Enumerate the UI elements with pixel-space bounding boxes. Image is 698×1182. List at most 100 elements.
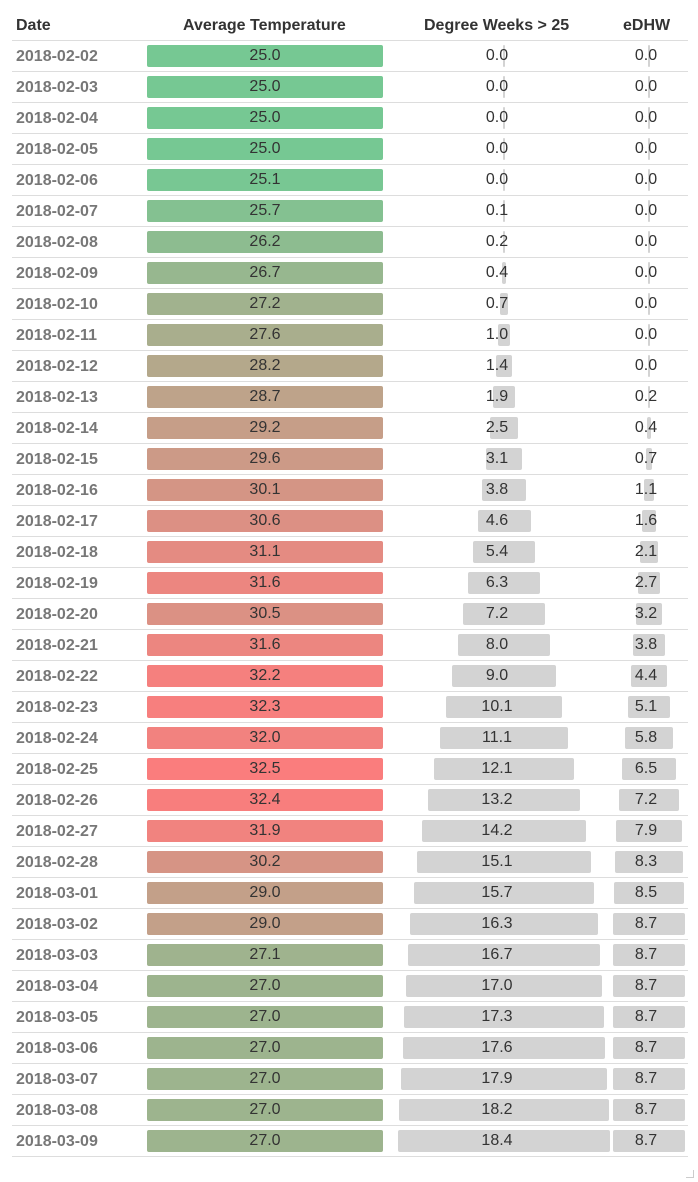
temperature-value: 25.0 [249,78,281,95]
temperature-value: 32.2 [249,667,281,684]
temperature-bar [147,479,383,501]
degree-weeks-value: 0.4 [485,264,509,281]
edhw-bar [630,665,668,687]
degree-weeks-bar [440,727,568,749]
date-cell: 2018-02-11 [16,327,97,344]
degree-weeks-bar [503,200,505,222]
table-row: 2018-02-22 32.2 9.0 4.4 [12,661,688,692]
date-cell: 2018-02-27 [16,823,98,840]
temperature-value: 31.6 [249,636,281,653]
temperature-bar [147,448,383,470]
edhw-value: 7.9 [634,822,658,839]
degree-weeks-value: 1.0 [485,326,509,343]
temperature-value: 31.6 [249,574,281,591]
degree-weeks-value: 14.2 [481,822,513,839]
degree-weeks-value: 17.9 [481,1070,513,1087]
degree-weeks-value: 10.1 [481,698,513,715]
date-cell: 2018-02-17 [16,513,98,530]
edhw-value: 0.0 [634,109,658,126]
temperature-bar [147,293,383,315]
temperature-bar [147,851,383,873]
edhw-value: 2.1 [634,543,658,560]
edhw-bar [648,45,650,67]
date-cell: 2018-02-22 [16,668,98,685]
edhw-bar [647,417,651,439]
degree-weeks-value: 8.0 [485,636,509,653]
temperature-bar [147,510,383,532]
temperature-value: 25.0 [249,47,281,64]
resize-handle-icon[interactable] [686,1170,694,1178]
table-row: 2018-02-17 30.6 4.6 1.6 [12,506,688,537]
edhw-bar [613,1130,685,1152]
temperature-value: 27.0 [249,1132,281,1149]
date-cell: 2018-02-14 [16,420,98,437]
edhw-bar [627,696,671,718]
table-row: 2018-03-02 29.0 16.3 8.7 [12,909,688,940]
degree-weeks-value: 17.6 [481,1039,513,1056]
table-row: 2018-02-11 27.6 1.0 0.0 [12,320,688,351]
date-cell: 2018-03-09 [16,1133,98,1150]
date-cell: 2018-02-10 [16,296,98,313]
temperature-bar [147,169,383,191]
temperature-bar [147,975,383,997]
temperature-value: 29.0 [249,884,281,901]
edhw-value: 8.7 [634,1008,658,1025]
edhw-value: 0.0 [634,233,658,250]
date-cell: 2018-02-24 [16,730,98,747]
edhw-bar [648,107,650,129]
edhw-value: 0.0 [634,264,658,281]
edhw-bar [613,1037,685,1059]
header-edhw: eDHW [623,17,671,34]
table-row: 2018-02-21 31.6 8.0 3.8 [12,630,688,661]
temperature-value: 31.9 [249,822,281,839]
temperature-bar [147,882,383,904]
edhw-value: 8.5 [634,884,658,901]
edhw-value: 0.7 [634,450,658,467]
date-cell: 2018-02-06 [16,172,98,189]
degree-weeks-bar [503,45,505,67]
date-cell: 2018-02-20 [16,606,98,623]
degree-weeks-value: 0.0 [485,47,509,64]
edhw-value: 0.0 [634,295,658,312]
table-row: 2018-02-20 30.5 7.2 3.2 [12,599,688,630]
edhw-bar [648,138,650,160]
edhw-bar [635,603,663,625]
degree-weeks-bar [462,603,546,625]
degree-weeks-value: 16.7 [481,946,513,963]
edhw-value: 8.3 [634,853,658,870]
temperature-bar [147,696,383,718]
temperature-bar [147,727,383,749]
table-row: 2018-02-18 31.1 5.4 2.1 [12,537,688,568]
degree-weeks-value: 0.0 [485,171,509,188]
date-cell: 2018-02-28 [16,854,98,871]
date-cell: 2018-02-15 [16,451,98,468]
date-cell: 2018-02-08 [16,234,98,251]
edhw-bar [625,727,673,749]
edhw-value: 1.6 [634,512,658,529]
edhw-bar [648,262,650,284]
temperature-value: 27.6 [249,326,281,343]
date-cell: 2018-02-05 [16,141,98,158]
edhw-bar [648,355,650,377]
date-cell: 2018-02-02 [16,48,98,65]
date-cell: 2018-03-04 [16,978,98,995]
degree-weeks-value: 0.0 [485,140,509,157]
degree-weeks-value: 0.0 [485,78,509,95]
date-cell: 2018-02-04 [16,110,98,127]
degree-weeks-bar [427,789,581,811]
degree-weeks-bar [493,386,515,408]
temperature-bar [147,944,383,966]
table-row: 2018-03-01 29.0 15.7 8.5 [12,878,688,909]
table-row: 2018-02-13 28.7 1.9 0.2 [12,382,688,413]
edhw-value: 8.7 [634,1039,658,1056]
date-cell: 2018-02-07 [16,203,98,220]
date-cell: 2018-03-08 [16,1102,98,1119]
degree-weeks-value: 18.2 [481,1101,513,1118]
table-row: 2018-03-07 27.0 17.9 8.7 [12,1064,688,1095]
degree-weeks-value: 18.4 [481,1132,513,1149]
date-cell: 2018-02-12 [16,358,98,375]
edhw-value: 8.7 [634,1132,658,1149]
temperature-bar [147,665,383,687]
edhw-bar [648,231,650,253]
temperature-value: 27.0 [249,1070,281,1087]
